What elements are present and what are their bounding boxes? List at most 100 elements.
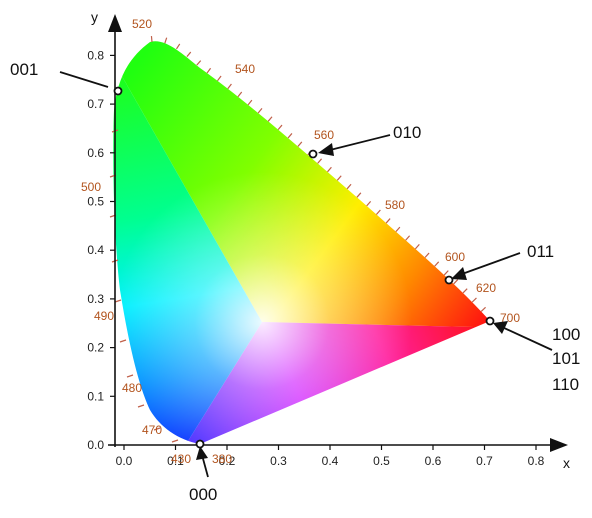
locus-tick <box>175 43 181 50</box>
y-axis-ticks: 0.0 0.1 0.2 0.3 0.4 0.5 0.6 0.7 0.8 <box>87 48 115 452</box>
locus-tick <box>317 158 323 164</box>
y-tick-label: 0.0 <box>87 438 104 452</box>
wavelength-label-620: 620 <box>476 281 496 295</box>
arrow-100-head <box>493 321 508 334</box>
x-axis-label: x <box>563 455 570 471</box>
wavelength-labels: 380 430 470 480 490 500 520 540 560 580 … <box>81 17 520 466</box>
locus-tick <box>385 218 391 224</box>
locus-tick <box>356 192 362 198</box>
code-010-label: 010 <box>393 123 421 142</box>
x-tick-label: 0.4 <box>322 454 339 468</box>
locus-tick <box>216 75 222 82</box>
white-point-glow <box>113 41 490 445</box>
arrow-010-shaft <box>329 134 391 151</box>
locus-tick <box>414 243 420 250</box>
x-tick-label: 0.2 <box>219 454 236 468</box>
locus-tick <box>153 427 161 431</box>
locus-tick <box>257 108 263 114</box>
axes: 0.0 0.1 0.2 0.3 0.4 0.5 0.6 0.7 0.8 0.0 0.1 0.2 0.3… <box>87 9 570 471</box>
wavelength-label-480: 480 <box>122 381 142 395</box>
wavelength-label-490: 490 <box>94 309 114 323</box>
code-000-label: 000 <box>189 485 217 504</box>
wavelength-label-380: 380 <box>212 452 232 466</box>
locus-tick <box>336 175 342 181</box>
locus-tick <box>119 339 127 343</box>
color-gamut-fill <box>113 41 490 445</box>
locus-tick <box>267 116 273 122</box>
locus-tick <box>462 288 468 294</box>
locus-tick <box>366 201 372 207</box>
y-tick-label: 0.3 <box>87 292 104 306</box>
locus-tick <box>480 306 486 312</box>
x-tick-label: 0.6 <box>425 454 442 468</box>
arrow-000-head <box>196 446 208 460</box>
locus-tick <box>395 226 401 233</box>
wavelength-label-470: 470 <box>142 423 162 437</box>
locus-tick <box>137 404 145 408</box>
locus-tick <box>237 91 243 98</box>
binary-code-annotations: 001 010 011 000 100 101 110 <box>10 60 580 504</box>
locus-tick <box>126 374 134 378</box>
code-101-label: 101 <box>552 349 580 368</box>
code-100-label: 100 <box>552 325 580 344</box>
locus-tick <box>186 51 192 58</box>
locus-tick <box>206 67 212 74</box>
locus-tick <box>405 235 411 241</box>
x-axis-ticks: 0.0 0.1 0.2 0.3 0.4 0.5 0.6 0.7 0.8 <box>116 445 545 468</box>
locus-tick <box>434 261 440 267</box>
x-tick-label: 0.7 <box>476 454 493 468</box>
y-tick-label: 0.1 <box>87 389 104 403</box>
code-011-label: 011 <box>527 242 554 261</box>
locus-tick <box>453 279 459 285</box>
code-001-label: 001 <box>10 60 38 79</box>
y-axis-arrow <box>108 14 122 32</box>
code-110-label: 110 <box>552 375 579 394</box>
locus-tick <box>375 209 381 215</box>
y-tick-label: 0.4 <box>87 243 104 257</box>
locus-tick <box>424 252 430 258</box>
locus-tick <box>196 60 202 66</box>
wavelength-label-600: 600 <box>445 250 465 264</box>
locus-tick <box>471 297 477 303</box>
marker-010 <box>308 149 318 159</box>
wavelength-label-500: 500 <box>81 180 101 194</box>
arrow-011-head <box>451 267 467 280</box>
locus-tick <box>164 37 168 44</box>
wavelength-label-560: 560 <box>314 128 334 142</box>
wavelength-label-520: 520 <box>132 17 152 31</box>
x-tick-label: 0.5 <box>373 454 390 468</box>
locus-tick <box>443 270 449 276</box>
y-axis-label: y <box>91 9 98 25</box>
y-tick-label: 0.2 <box>87 341 104 355</box>
y-tick-label: 0.5 <box>87 195 104 209</box>
marker-011 <box>444 275 454 285</box>
locus-tick <box>287 133 293 139</box>
locus-tick <box>114 299 122 303</box>
locus-tick <box>297 141 303 147</box>
marker-000 <box>195 439 205 449</box>
x-tick-label: 0.0 <box>116 454 133 468</box>
locus-tick <box>277 124 283 131</box>
marker-100 <box>485 316 495 326</box>
locus-tick <box>150 35 153 43</box>
locus-tick <box>247 99 253 106</box>
marker-001 <box>113 86 123 96</box>
x-tick-label: 0.3 <box>270 454 287 468</box>
x-tick-label: 0.1 <box>167 454 184 468</box>
arrow-010-head <box>318 143 334 156</box>
y-tick-label: 0.7 <box>87 97 104 111</box>
y-tick-label: 0.6 <box>87 146 104 160</box>
wavelength-label-540: 540 <box>235 62 255 76</box>
arrow-011-shaft <box>461 252 521 275</box>
locus-tick <box>327 166 332 173</box>
wavelength-label-430: 430 <box>171 452 191 466</box>
arrow-001-shaft <box>59 71 109 88</box>
arrow-100-shaft <box>501 326 553 351</box>
x-tick-label: 0.8 <box>528 454 545 468</box>
locus-tick <box>227 83 232 90</box>
locus-tick <box>346 183 352 190</box>
locus-tick <box>171 439 179 443</box>
y-tick-label: 0.8 <box>87 48 104 62</box>
x-axis-arrow <box>550 438 568 452</box>
wavelength-label-580: 580 <box>385 198 405 212</box>
